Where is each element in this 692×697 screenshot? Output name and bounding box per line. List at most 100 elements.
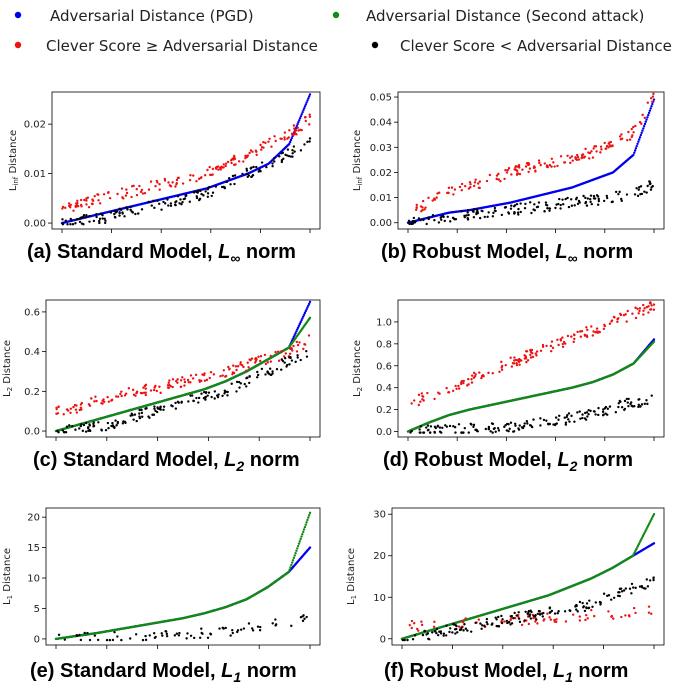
y-tick-label: 0.4 [24,347,40,358]
data-point [457,384,460,388]
data-point [541,345,545,348]
data-point [647,111,651,115]
data-point [418,428,421,431]
data-point [632,125,635,129]
data-point [296,126,300,129]
data-point [512,362,516,365]
data-point [608,144,611,147]
data-point [139,190,143,194]
data-point [645,191,648,194]
data-point [463,426,467,430]
data-point [188,178,192,182]
data-point [267,140,270,143]
data-point [515,362,518,365]
data-point [116,635,119,638]
data-point [527,610,530,614]
data-point [412,216,416,220]
data-point [567,205,571,209]
data-point [567,418,570,421]
data-point [291,559,295,562]
data-point [288,352,292,356]
data-point [417,393,421,397]
data-point [55,407,58,411]
data-point [66,223,69,226]
data-point [120,638,123,642]
data-point [535,205,539,209]
data-point [113,212,116,216]
data-point [256,625,260,628]
data-point [580,154,584,157]
data-point [533,615,537,618]
panel-caption: (d) Robust Model, L2 norm [383,449,633,474]
data-point [235,390,238,393]
data-point [518,424,521,427]
data-point [213,397,216,400]
data-point [57,431,60,434]
data-point [239,628,243,631]
data-point [76,199,79,203]
data-point [514,165,518,168]
data-point [268,372,271,376]
data-point [197,401,200,404]
data-point [138,408,141,412]
data-point [510,204,513,207]
data-point [264,362,268,366]
data-point [555,203,558,206]
data-point [298,117,302,120]
data-point [529,617,533,620]
data-point [640,403,644,406]
data-point [174,407,178,410]
data-point [189,394,192,397]
data-point [92,219,96,223]
data-point [462,629,465,632]
data-point [410,402,413,405]
data-point [247,366,250,369]
data-point [98,219,101,223]
data-point [620,199,623,203]
data-point [264,373,267,376]
data-point [519,210,522,214]
y-tick-label: 10 [373,593,386,604]
data-point [302,313,306,317]
data-point [620,197,623,201]
data-point [84,430,88,433]
data-point [637,138,641,141]
data-point [646,402,649,406]
data-point [635,186,638,190]
data-point [566,154,569,158]
data-point [427,196,430,200]
data-point [174,185,177,188]
data-point [208,185,211,189]
data-point [204,398,207,401]
data-point [644,120,647,123]
data-point [591,605,594,608]
data-point [75,404,78,407]
data-point [137,212,140,215]
data-point [585,602,589,605]
data-point [467,187,471,190]
data-point [467,431,470,434]
data-point [582,606,585,609]
data-point [586,197,590,200]
data-point [305,349,308,353]
data-point [652,542,656,545]
data-point [79,406,83,409]
data-point [639,185,643,188]
data-point [625,193,629,196]
data-point [304,103,308,106]
data-point [204,396,207,399]
y-axis-label: Linf Distance [8,130,20,191]
y-tick-label: 0.6 [24,307,40,318]
data-point [217,168,220,171]
data-point [652,308,656,311]
data-point [421,633,425,637]
data-point [485,179,489,183]
data-point [204,190,207,193]
data-point [638,398,641,401]
data-point [168,379,171,382]
data-point [539,417,542,420]
data-point [87,206,91,209]
data-point [474,428,477,432]
data-point [74,408,78,411]
data-point [198,636,202,639]
